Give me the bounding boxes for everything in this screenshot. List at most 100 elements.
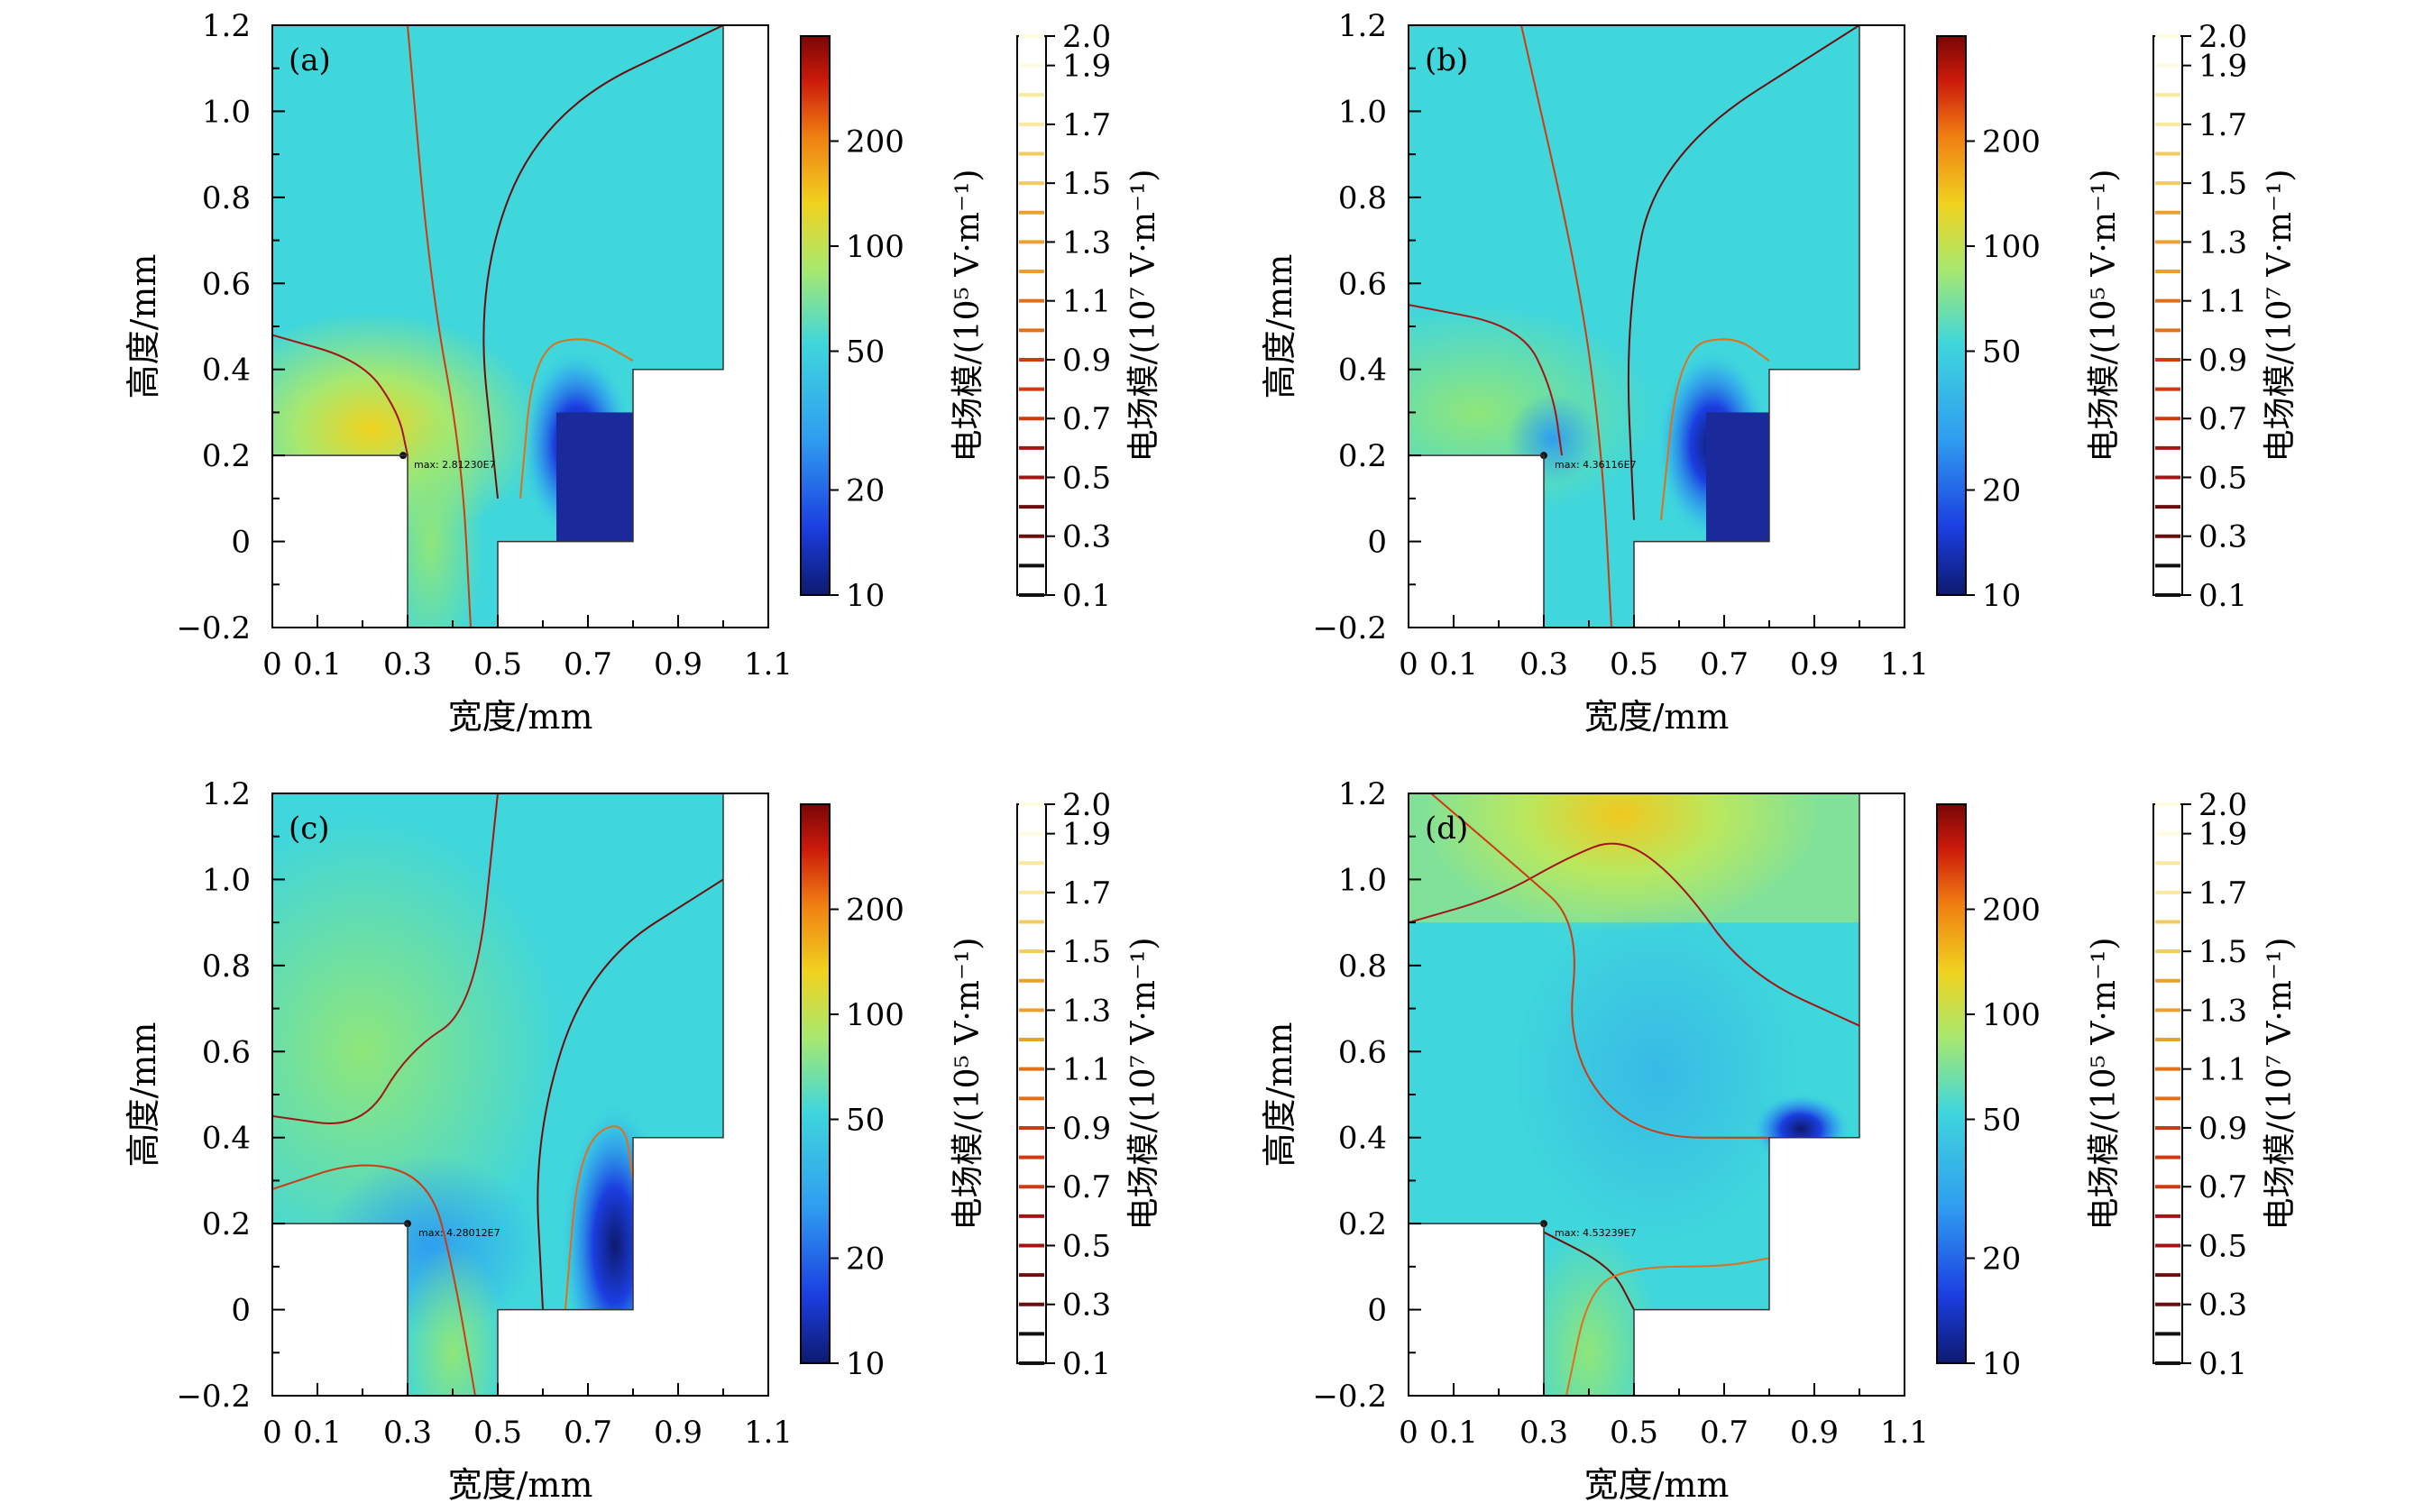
y-tick-label: −0.2 [1312,1379,1387,1415]
field-map [1409,793,1859,1396]
colorbar-field-tick: 50 [1982,1102,2021,1138]
x-tick-label: 1.1 [1880,646,1929,683]
y-axis: −0.2 0 0.2 0.4 0.6 0.8 1.0 1.2 高度/mm [124,8,285,646]
colorbar-contour: 0.1 0.3 0.5 0.7 0.9 1.1 1.3 1.5 1.7 1.92.0 电场模/(10… [1016,19,1162,614]
y-tick-label: 1.0 [1338,94,1387,130]
x-axis: 0 0.1 0.3 0.5 0.7 0.9 1.1 宽度/mm [262,1383,793,1505]
colorbar-contour: 0.1 0.3 0.5 0.7 0.9 1.1 1.3 1.5 1.7 1.92.0 电场模/(10… [1016,787,1162,1382]
y-tick-label: 1.0 [1338,862,1387,898]
colorbar-field: 10 20 50 100 200 电场模/(10⁵ V·m⁻¹) [800,803,987,1382]
y-axis-title: 高度/mm [1260,1022,1299,1168]
colorbar-contour-tick: 0.5 [1062,1228,1111,1264]
colorbar-contour-tick: 0.1 [1062,1346,1111,1382]
x-tick-label: 1.1 [744,646,793,683]
colorbar-contour-tick: 2.0 [1062,787,1111,823]
contour-lines [272,25,723,628]
colorbar-field: 10 20 50 100 200 电场模/(10⁵ V·m⁻¹) [800,35,987,614]
contour-lines [1409,25,1859,628]
colorbar-contour-tick: 0.9 [1062,343,1111,379]
x-tick-label: 1.1 [1880,1415,1929,1451]
colorbar-field-title: 电场模/(10⁵ V·m⁻¹) [950,938,987,1231]
colorbar-contour-tick: 1.9 [1062,817,1111,853]
colorbar-field-tick: 50 [1982,334,2021,370]
colorbar-contour-tick: 0.3 [2198,519,2247,555]
y-tick-label: −0.2 [176,1379,251,1415]
x-axis-title: 宽度/mm [448,697,593,737]
x-tick-label: 0.3 [383,1415,432,1451]
colorbar-field-tick: 100 [846,229,904,265]
colorbar-contour-tick: 0.9 [1062,1111,1111,1147]
y-tick-label: 0.4 [202,353,251,389]
colorbar-contour-tick: 0.9 [2198,343,2247,379]
x-axis: 0 0.1 0.3 0.5 0.7 0.9 1.1 宽度/mm [1399,615,1929,737]
max-annotation: max: 2.81230E7 [414,459,496,471]
colorbar-contour-tick: 0.1 [2198,578,2247,614]
x-tick-label: 0.9 [1790,646,1839,683]
colorbar-contour-tick: 1.5 [2198,934,2247,970]
colorbar-field-tick: 10 [846,578,885,614]
colorbar-contour-title: 电场模/(10⁷ V·m⁻¹) [1125,170,1162,463]
colorbar-contour-tick: 1.7 [1062,107,1111,143]
y-axis: −0.2 0 0.2 0.4 0.6 0.8 1.0 1.2 高度/mm [1260,776,1421,1415]
colorbar-contour-tick: 0.3 [2198,1287,2247,1324]
y-tick-label: 0.8 [1338,948,1387,985]
y-tick-label: 1.0 [202,862,251,898]
x-tick-label: 0.3 [383,646,432,683]
colorbar-contour-tick: 1.3 [1062,993,1111,1029]
colorbar-contour-tick: 1.3 [1062,225,1111,261]
colorbar-field-title: 电场模/(10⁵ V·m⁻¹) [2086,170,2123,463]
x-tick-label: 0.9 [654,1415,702,1451]
colorbar-field-title: 电场模/(10⁵ V·m⁻¹) [950,170,987,463]
max-annotation: max: 4.36116E7 [1555,459,1637,471]
colorbar-contour-tick: 0.7 [1062,1169,1111,1205]
x-tick-label: 0.7 [564,1415,612,1451]
x-tick-label: 0 [262,646,282,683]
y-tick-label: 0.6 [1338,1034,1387,1070]
colorbar-contour-tick: 0.9 [2198,1111,2247,1147]
x-axis-title: 宽度/mm [448,1465,593,1505]
panel-tag: (a) [289,42,331,78]
x-tick-label: 0.7 [1700,646,1749,683]
y-tick-label: 0.6 [202,1034,251,1070]
colorbar-contour-tick: 0.7 [2198,1169,2247,1205]
colorbar-contour-tick: 2.0 [2198,19,2247,55]
colorbar-field: 10 20 50 100 200 电场模/(10⁵ V·m⁻¹) [1936,35,2123,614]
colorbar-contour-tick: 0.7 [2198,401,2247,437]
colorbar-field-tick: 10 [1982,1346,2021,1382]
colorbar-contour-tick: 0.1 [1062,578,1111,614]
y-tick-label: 0.6 [1338,266,1387,302]
colorbar-contour-tick: 1.5 [2198,166,2247,202]
x-tick-label: 0.7 [1700,1415,1749,1451]
colorbar-contour-title: 电场模/(10⁷ V·m⁻¹) [2262,938,2299,1231]
colorbar-field-tick: 20 [1982,473,2021,509]
x-tick-label: 0.7 [564,646,612,683]
x-axis: 0 0.1 0.3 0.5 0.7 0.9 1.1 宽度/mm [1399,1383,1929,1505]
y-tick-label: 1.2 [202,776,251,812]
y-tick-label: 0.8 [1338,180,1387,216]
colorbar-field-tick: 20 [846,473,885,509]
colorbar-contour-tick: 0.5 [1062,460,1111,496]
x-axis-title: 宽度/mm [1584,697,1730,737]
x-tick-label: 0.9 [654,646,702,683]
colorbar-field-tick: 200 [1982,124,2041,160]
x-tick-label: 0.1 [1429,646,1478,683]
y-tick-label: 1.2 [1338,8,1387,44]
colorbar-field-tick: 10 [846,1346,885,1382]
panel-c: max: 4.28012E7 (c) 0 0.1 0.3 0.5 0.7 0.9 1.1 宽度/m… [124,776,1162,1505]
colorbar-field-tick: 100 [846,997,904,1033]
colorbar-contour-title: 电场模/(10⁷ V·m⁻¹) [1125,938,1162,1231]
y-axis-title: 高度/mm [124,1022,163,1168]
colorbar-contour-tick: 1.3 [2198,225,2247,261]
y-tick-label: 0 [1367,525,1387,561]
colorbar-contour-tick: 0.7 [1062,401,1111,437]
colorbar-field-tick: 50 [846,334,885,370]
y-tick-label: 0.2 [1338,438,1387,474]
x-tick-label: 1.1 [744,1415,793,1451]
contour-lines [1409,793,1859,1396]
colorbar-field-tick: 50 [846,1102,885,1138]
y-axis: −0.2 0 0.2 0.4 0.6 0.8 1.0 1.2 高度/mm [1260,8,1421,646]
y-tick-label: −0.2 [1312,610,1387,646]
colorbar-contour-tick: 2.0 [2198,787,2247,823]
colorbar-contour-tick: 1.1 [1062,284,1111,320]
colorbar-contour-tick: 1.7 [1062,875,1111,912]
